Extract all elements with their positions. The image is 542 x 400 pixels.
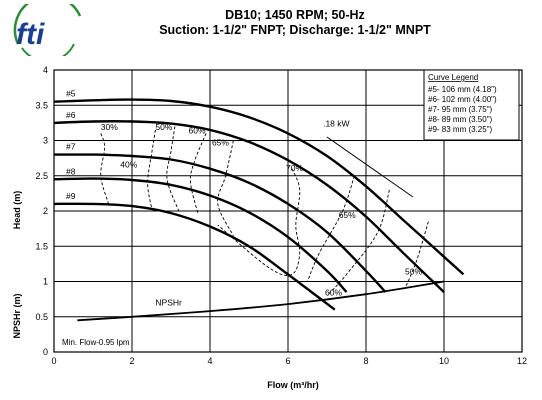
efficiency-contour [100,133,110,205]
efficiency-label: 40% [120,159,137,169]
legend-entry: #5- 106 mm (4.18") [428,85,497,94]
head-curve-6 [53,120,445,293]
x-axis-label: Flow (m³/hr) [267,380,319,390]
series-label: #5 [66,89,76,99]
power-line [326,136,414,198]
efficiency-contour [326,189,390,296]
x-tick-label: 8 [363,356,368,366]
y-tick-label: 0 [43,347,48,357]
efficiency-contour [166,126,180,212]
legend-title: Curve Legend [428,73,478,82]
efficiency-label: 60% [325,288,342,298]
efficiency-label: 65% [339,210,356,220]
chart-subtitle: Suction: 1-1/2" FNPT; Discharge: 1-1/2" … [159,23,431,37]
x-tick-label: 4 [207,356,212,366]
y-tick-label: 0.5 [35,312,48,322]
y2-axis-label: NPSHr (m) [12,293,22,338]
y-tick-label: 2.5 [35,171,48,181]
y-tick-label: 3.5 [35,100,48,110]
y-tick-label: 1 [43,277,48,287]
npshr-label: NPSHr [155,298,182,308]
curve-legend: Curve Legend #5- 106 mm (4.18") #6- 102 … [423,69,520,141]
y-tick-label: 1.5 [35,241,48,251]
head-curve-9 [53,202,336,311]
x-tick-label: 6 [285,356,290,366]
efficiency-contour [307,175,355,282]
efficiency-label: 30% [101,122,118,132]
series-label: #9 [66,191,76,201]
legend-entry: #7- 95 mm (3.75") [428,105,493,114]
efficiency-contour [217,168,301,276]
efficiency-label: 65% [212,137,229,147]
efficiency-label: 50% [405,266,422,276]
series-label: #7 [66,142,76,152]
svg-text:fti: fti [16,18,45,51]
efficiency-contour [189,133,207,215]
plot-frame [53,69,523,353]
legend-entry: #8- 89 mm (3.50") [428,115,493,124]
power-label: .18 kW [323,118,349,128]
min-flow-annotation: Min. Flow-0.95 lpm [62,338,130,347]
legend-entry: #9- 83 mm (3.25") [428,125,493,134]
efficiency-label: 50% [155,122,172,132]
legend-entry: #6- 102 mm (4.00") [428,95,497,104]
x-tick-label: 2 [129,356,134,366]
x-tick-label: 10 [439,356,449,366]
efficiency-contour [147,129,156,208]
efficiency-label: 60% [189,125,206,135]
y-tick-label: 3 [43,136,48,146]
efficiency-label: 70% [286,163,303,173]
head-curve-7 [53,153,387,293]
series-label: #6 [66,110,76,120]
y-tick-label: 4 [43,65,48,75]
x-tick-label: 0 [51,356,56,366]
efficiency-contour [217,140,234,236]
series-label: #8 [66,166,76,176]
efficiency-contour [404,221,429,289]
head-curve-5 [53,98,465,276]
npshr-curve [77,280,445,322]
head-curve-8 [53,177,348,293]
y-axis-label: Head (m) [12,191,22,230]
chart-title: DB10; 1450 RPM; 50-Hz [225,8,365,22]
x-tick-label: 12 [517,356,527,366]
y-tick-label: 2 [43,206,48,216]
